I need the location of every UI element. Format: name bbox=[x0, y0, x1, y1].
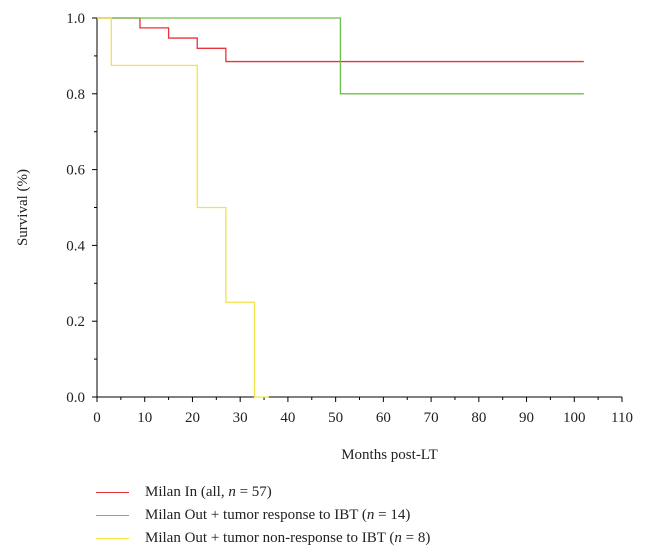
legend-swatch bbox=[96, 492, 129, 493]
x-tick-label: 30 bbox=[233, 410, 248, 426]
x-tick-label: 110 bbox=[611, 410, 633, 426]
y-axis-title: Survival (%) bbox=[15, 169, 31, 246]
y-tick-label: 0.2 bbox=[66, 314, 85, 330]
legend-item: Milan Out + tumor non-response to IBT (n… bbox=[96, 527, 430, 550]
survival-chart: 0 10 20 30 40 50 60 70 80 90 100 110 0.0 0.2 0.4 0.6 0.8… bbox=[15, 11, 633, 463]
legend-label-suffix: = 14) bbox=[374, 507, 411, 523]
y-tick-label: 0.0 bbox=[66, 390, 85, 406]
x-tick-label: 100 bbox=[563, 410, 586, 426]
legend-label: Milan Out + tumor non-response to IBT (n… bbox=[145, 527, 430, 550]
x-tick-label: 50 bbox=[328, 410, 343, 426]
legend-label-n: n bbox=[394, 530, 402, 546]
legend-swatch bbox=[96, 538, 129, 539]
legend-item: Milan In (all, n = 57) bbox=[96, 481, 430, 504]
legend-item: Milan Out + tumor response to IBT (n = 1… bbox=[96, 504, 430, 527]
y-tick-label: 0.6 bbox=[66, 163, 85, 179]
legend: Milan In (all, n = 57) Milan Out + tumor … bbox=[96, 481, 430, 550]
axes: 0 10 20 30 40 50 60 70 80 90 100 110 0.0 0.2 0.4 0.6 0.8… bbox=[66, 11, 633, 426]
legend-label-prefix: Milan Out + tumor non-response to IBT ( bbox=[145, 530, 395, 546]
legend-label-n: n bbox=[366, 507, 375, 523]
legend-label-suffix: = 8) bbox=[401, 530, 431, 546]
legend-label-n: n bbox=[228, 484, 236, 500]
y-tick-label: 0.4 bbox=[66, 238, 85, 254]
legend-label: Milan In (all, n = 57) bbox=[145, 481, 272, 504]
x-tick-label: 20 bbox=[185, 410, 200, 426]
legend-label-prefix: Milan In (all, bbox=[145, 484, 229, 500]
x-axis-title: Months post-LT bbox=[341, 447, 438, 463]
x-tick-label: 70 bbox=[424, 410, 439, 426]
y-tick-label: 1.0 bbox=[66, 11, 85, 27]
series-lines bbox=[97, 17, 584, 398]
y-tick-label: 0.8 bbox=[66, 87, 85, 103]
legend-label-prefix: Milan Out + tumor response to IBT ( bbox=[145, 507, 367, 523]
x-tick-label: 10 bbox=[137, 410, 152, 426]
legend-label: Milan Out + tumor response to IBT (n = 1… bbox=[145, 504, 410, 527]
x-tick-label: 60 bbox=[376, 410, 391, 426]
legend-swatch bbox=[96, 515, 129, 516]
legend-label-suffix: = 57) bbox=[235, 484, 272, 500]
x-tick-label: 90 bbox=[519, 410, 534, 426]
series-line-1 bbox=[97, 17, 584, 63]
series-line-2 bbox=[97, 17, 584, 95]
x-tick-label: 0 bbox=[93, 410, 101, 426]
x-tick-label: 80 bbox=[471, 410, 486, 426]
x-tick-label: 40 bbox=[280, 410, 295, 426]
series-line-3 bbox=[97, 17, 269, 398]
